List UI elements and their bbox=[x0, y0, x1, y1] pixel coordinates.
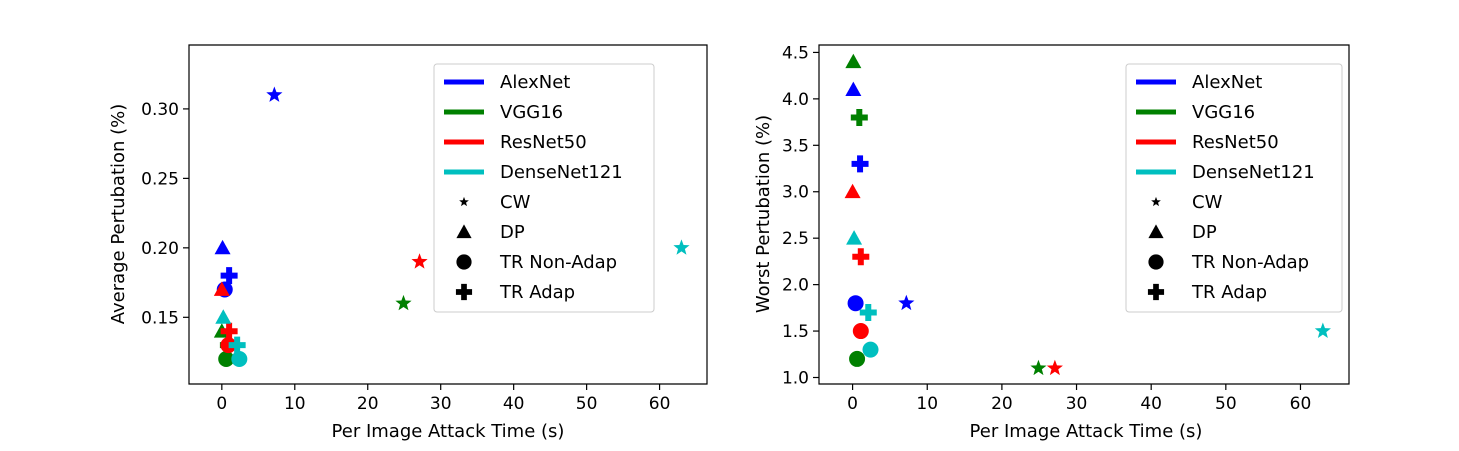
point-densenet121-tr-non-adap bbox=[862, 341, 879, 358]
point-resnet50-cw bbox=[411, 253, 428, 269]
y-axis-title-left: Average Pertubation (%) bbox=[108, 104, 129, 325]
point-resnet50-tr-adap bbox=[220, 322, 238, 340]
axes-frame-left bbox=[188, 44, 708, 385]
point-alexnet-dp bbox=[845, 81, 862, 96]
legend-label: ResNet50 bbox=[500, 132, 587, 153]
y-ticks-left: 0.15 0.20 0.25 0.30 bbox=[141, 100, 189, 328]
legend-label: DenseNet121 bbox=[1192, 162, 1315, 183]
legend-box bbox=[433, 63, 655, 313]
x-tick-label: 0 bbox=[216, 394, 227, 414]
point-resnet50-tr-non-adap bbox=[220, 337, 237, 354]
y-tick-label: 2.0 bbox=[782, 276, 809, 296]
point-alexnet-tr-adap bbox=[220, 267, 238, 285]
y-tick-label: 0.30 bbox=[141, 100, 179, 120]
x-tick-label: 60 bbox=[1290, 394, 1312, 414]
y-tick-label: 0.20 bbox=[141, 239, 179, 259]
point-alexnet-tr-non-adap bbox=[847, 295, 864, 312]
legend-marker-plus-icon bbox=[455, 283, 473, 301]
legend-label: CW bbox=[500, 192, 531, 213]
legend-label: AlexNet bbox=[500, 72, 570, 93]
legend-label: DP bbox=[500, 222, 525, 243]
legend-marker-triangle-icon bbox=[1148, 224, 1164, 239]
point-resnet50-tr-adap bbox=[852, 248, 870, 266]
y-tick-label: 3.5 bbox=[782, 136, 809, 156]
point-resnet50-dp bbox=[213, 281, 230, 296]
legend-right: AlexNet VGG16 ResNet50 DenseNet121 CW DP TR No… bbox=[1125, 63, 1343, 313]
point-vgg16-cw bbox=[395, 294, 412, 311]
x-tick-label: 20 bbox=[991, 394, 1013, 414]
point-vgg16-tr-adap bbox=[850, 108, 868, 126]
x-tick-label: 0 bbox=[847, 394, 858, 414]
x-tick-label: 40 bbox=[1140, 394, 1162, 414]
legend-marker-circle-icon bbox=[1148, 254, 1164, 270]
legend-label: TR Non-Adap bbox=[499, 252, 617, 273]
x-axis-title-left: Per Image Attack Time (s) bbox=[332, 421, 565, 442]
legend-label: DP bbox=[1192, 222, 1217, 243]
y-tick-label: 3.0 bbox=[782, 183, 809, 203]
legend-label: CW bbox=[1192, 192, 1223, 213]
x-axis-title-right: Per Image Attack Time (s) bbox=[970, 421, 1203, 442]
legend-label: TR Non-Adap bbox=[1191, 252, 1309, 273]
point-resnet50-cw bbox=[1046, 359, 1063, 376]
point-vgg16-cw bbox=[1030, 359, 1047, 376]
y-tick-label: 0.25 bbox=[141, 169, 179, 189]
x-tick-label: 30 bbox=[1066, 394, 1088, 414]
chart-right-worst-pertubation: 0 10 20 30 40 50 60 1.0 1.5 2.0 2.5 3.0 3.5 4.0 4.5 P… bbox=[753, 43, 1350, 442]
y-tick-label: 0.15 bbox=[141, 308, 179, 328]
legend-label: DenseNet121 bbox=[500, 162, 623, 183]
legend-label: VGG16 bbox=[1192, 102, 1255, 123]
legend-marker-star-icon bbox=[459, 196, 469, 207]
point-densenet121-tr-non-adap bbox=[231, 350, 248, 367]
legend-box bbox=[1125, 63, 1343, 313]
point-densenet121-dp bbox=[215, 309, 232, 324]
point-alexnet-tr-adap bbox=[851, 155, 869, 173]
point-alexnet-cw bbox=[266, 86, 283, 102]
y-tick-label: 2.5 bbox=[782, 229, 809, 249]
y-ticks-right: 1.0 1.5 2.0 2.5 3.0 3.5 4.0 4.5 bbox=[782, 43, 819, 388]
point-resnet50-dp bbox=[844, 183, 861, 199]
point-vgg16-tr-non-adap bbox=[849, 350, 866, 367]
x-tick-label: 50 bbox=[1215, 394, 1237, 414]
point-densenet121-cw bbox=[673, 239, 690, 255]
x-ticks-right: 0 10 20 30 40 50 60 bbox=[847, 384, 1311, 414]
point-densenet121-cw bbox=[1314, 322, 1331, 338]
legend-marker-circle-icon bbox=[456, 254, 472, 270]
legend-label: TR Adap bbox=[499, 282, 575, 303]
point-alexnet-dp bbox=[214, 239, 231, 255]
chart-left-average-pertubation: 0 10 20 30 40 50 60 0.15 0.20 0.25 0.30 Per Image… bbox=[108, 44, 708, 442]
x-tick-label: 60 bbox=[649, 394, 671, 414]
legend-marker-triangle-icon bbox=[456, 224, 472, 239]
y-tick-label: 1.5 bbox=[782, 322, 809, 342]
legend-marker-plus-icon bbox=[1147, 283, 1165, 301]
axes-frame-right bbox=[818, 44, 1350, 385]
x-tick-label: 10 bbox=[284, 394, 306, 414]
marks-right bbox=[844, 53, 1331, 376]
marks-left bbox=[213, 86, 690, 367]
point-alexnet-cw bbox=[898, 294, 915, 311]
point-densenet121-tr-adap bbox=[228, 336, 246, 354]
y-tick-label: 4.0 bbox=[782, 90, 809, 110]
x-tick-label: 10 bbox=[916, 394, 938, 414]
point-densenet121-tr-adap bbox=[859, 303, 877, 321]
y-tick-label: 4.5 bbox=[782, 43, 809, 63]
legend-label: VGG16 bbox=[500, 102, 563, 123]
x-tick-label: 40 bbox=[503, 394, 525, 414]
legend-label: ResNet50 bbox=[1192, 132, 1279, 153]
x-tick-label: 20 bbox=[357, 394, 379, 414]
x-tick-label: 50 bbox=[576, 394, 598, 414]
point-vgg16-dp bbox=[845, 53, 862, 69]
x-ticks-left: 0 10 20 30 40 50 60 bbox=[216, 384, 670, 414]
legend-label: TR Adap bbox=[1191, 282, 1267, 303]
legend-left: AlexNet VGG16 ResNet50 DenseNet121 CW DP TR No… bbox=[433, 63, 655, 313]
point-vgg16-tr-non-adap bbox=[218, 350, 235, 367]
point-densenet121-dp bbox=[846, 230, 863, 245]
y-tick-label: 1.0 bbox=[782, 368, 809, 388]
y-axis-title-right: Worst Pertubation (%) bbox=[753, 115, 774, 313]
point-resnet50-tr-non-adap bbox=[852, 323, 869, 340]
legend-label: AlexNet bbox=[1192, 72, 1262, 93]
legend-marker-star-icon bbox=[1151, 196, 1161, 207]
x-tick-label: 30 bbox=[430, 394, 452, 414]
